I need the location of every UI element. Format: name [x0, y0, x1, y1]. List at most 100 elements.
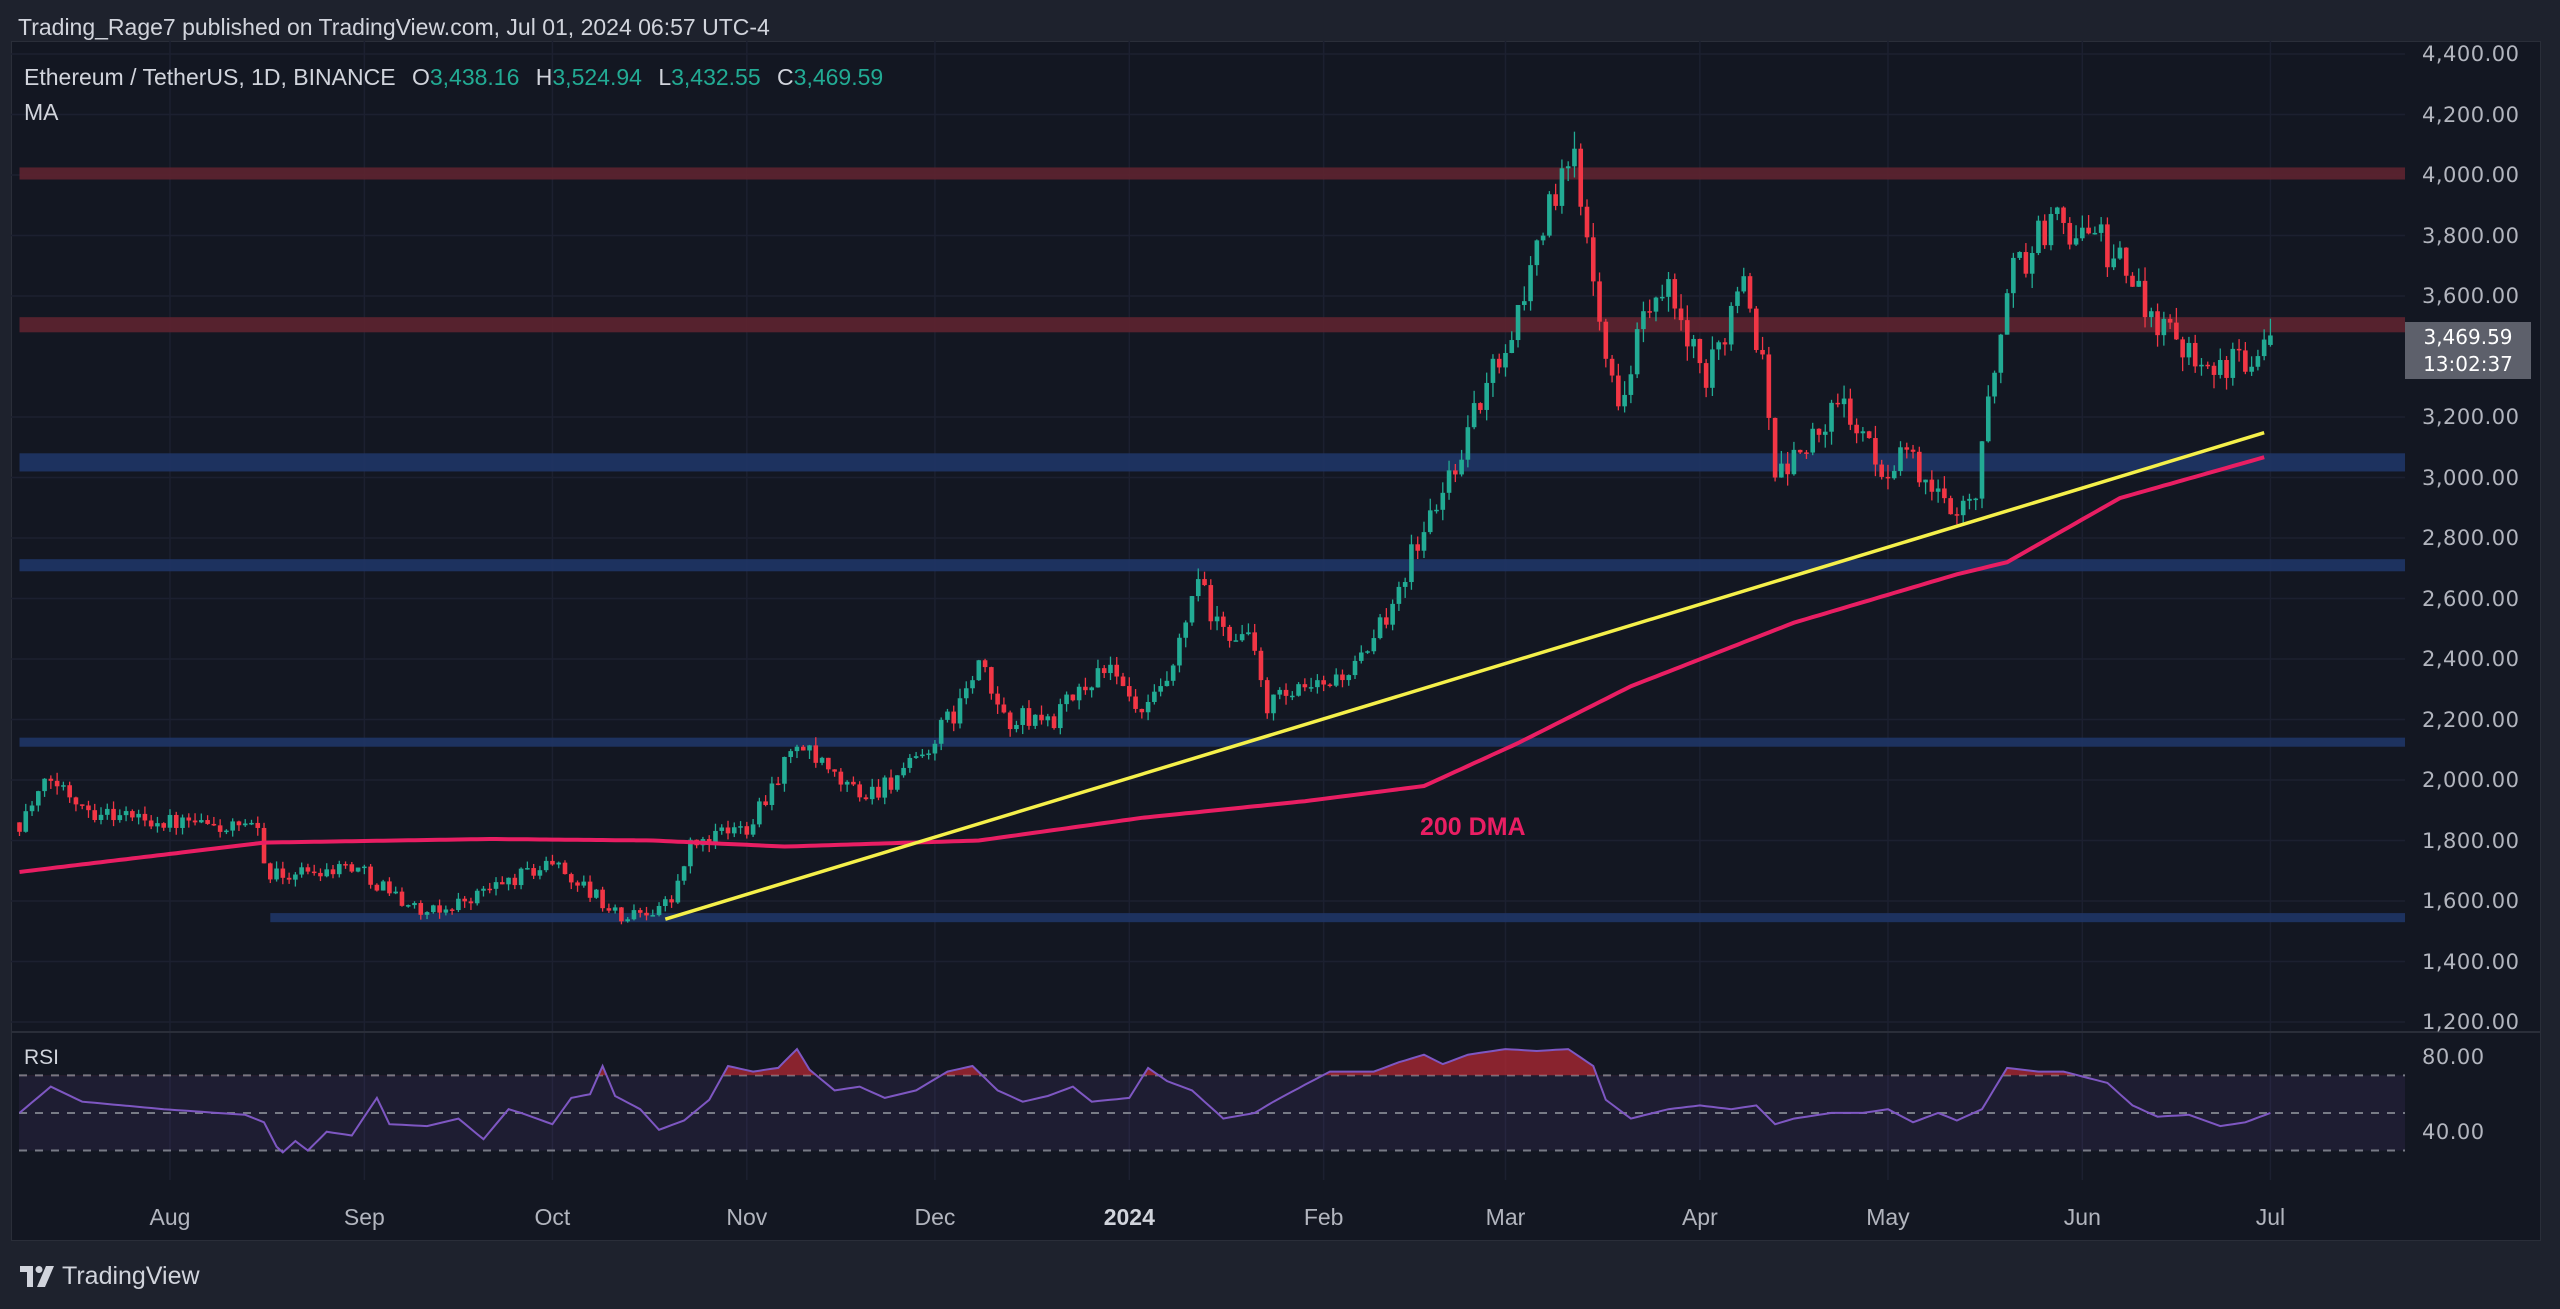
price-tick-label: 3,200.00	[2422, 405, 2520, 429]
candle-up	[1522, 301, 1527, 305]
candle-up	[913, 756, 919, 758]
candle-up	[180, 817, 185, 828]
candle-up	[443, 909, 449, 913]
candle-down	[54, 780, 60, 787]
candle-up	[293, 874, 298, 880]
price-tick-label: 1,400.00	[2422, 949, 2520, 974]
candle-up	[1628, 374, 1634, 395]
candle-up	[405, 905, 411, 907]
candle-down	[1703, 363, 1709, 388]
candle-up	[1728, 305, 1734, 345]
candle-up	[412, 903, 417, 906]
time-tick-label: Jun	[2063, 1204, 2101, 1230]
ma-indicator-label[interactable]: MA	[24, 99, 59, 125]
candle-up	[688, 839, 693, 867]
candle-up	[2161, 318, 2167, 336]
candle-up	[224, 830, 229, 833]
candle-down	[1866, 431, 1872, 439]
time-tick-label: Mar	[1485, 1204, 1526, 1230]
candle-down	[17, 822, 22, 832]
candle-up	[1390, 603, 1395, 625]
candle-up	[525, 868, 530, 870]
candle-down	[1929, 479, 1935, 492]
candle-up	[1214, 616, 1220, 622]
candle-down	[1415, 544, 1421, 551]
candle-down	[744, 826, 750, 835]
candle-down	[863, 797, 869, 800]
candle-up	[543, 860, 549, 871]
candle-down	[512, 877, 518, 886]
price-tick-label: 1,200.00	[2422, 1010, 2520, 1034]
candle-up	[1108, 664, 1113, 674]
candle-up	[1346, 675, 1352, 681]
candle-down	[838, 771, 844, 785]
candle-up	[36, 791, 41, 806]
candle-up	[1352, 660, 1358, 676]
candle-up	[1791, 449, 1797, 475]
candle-down	[2192, 342, 2198, 367]
candle-up	[493, 882, 499, 889]
candle-down	[161, 823, 167, 828]
symbol-name: Ethereum / TetherUS, 1D, BINANCE	[24, 64, 396, 90]
candle-down	[437, 905, 442, 913]
candle-up	[1898, 447, 1903, 471]
candle-down	[1553, 194, 1558, 206]
candle-up	[932, 743, 938, 754]
candle-down	[1747, 276, 1753, 309]
candle-up	[1402, 582, 1408, 587]
candle-up	[1396, 586, 1402, 604]
candle-up	[1622, 394, 1627, 407]
high-label: H	[535, 64, 553, 90]
candle-up	[1020, 708, 1025, 725]
candle-down	[619, 907, 624, 922]
candle-down	[1327, 684, 1333, 687]
candle-down	[775, 783, 781, 785]
candle-up	[1465, 427, 1471, 460]
tradingview-brand[interactable]: TradingView	[20, 1262, 200, 1291]
support-zone	[19, 737, 2405, 747]
last-price: 3,469.59	[2423, 325, 2513, 349]
candle-up	[1973, 498, 1979, 501]
chart-frame[interactable]	[11, 41, 2541, 1241]
candle-down	[1478, 403, 1483, 410]
candle-up	[1177, 637, 1182, 666]
rsi-pane	[18, 1047, 2405, 1154]
symbol-legend[interactable]: Ethereum / TetherUS, 1D, BINANCE O3,438.…	[24, 64, 883, 91]
candle-down	[286, 877, 292, 880]
candle-down	[268, 863, 273, 880]
candle-down	[1139, 708, 1145, 713]
candle-down	[462, 898, 467, 902]
candle-up	[474, 890, 480, 904]
resistance-zone	[19, 317, 2405, 333]
candle-up	[738, 826, 743, 828]
candle-down	[280, 868, 286, 878]
candle-down	[186, 817, 192, 821]
candle-up	[1333, 674, 1339, 686]
candle-up	[713, 830, 718, 845]
candle-up	[2186, 342, 2192, 358]
candle-up	[230, 821, 235, 831]
candle-up	[1183, 622, 1189, 638]
candle-up	[2111, 258, 2116, 268]
candle-down	[1816, 428, 1822, 435]
time-tick-label: Feb	[1303, 1204, 1344, 1230]
candle-down	[2061, 207, 2066, 223]
candle-up	[1653, 297, 1659, 312]
candle-down	[449, 909, 455, 911]
candle-down	[1007, 712, 1013, 730]
candle-down	[1917, 451, 1922, 483]
candle-down	[305, 867, 311, 872]
candle-up	[336, 864, 342, 875]
candle-up	[136, 813, 141, 818]
candle-down	[1001, 704, 1007, 713]
candle-down	[1785, 463, 1790, 475]
price-tick-label: 1,800.00	[2422, 828, 2520, 853]
candle-down	[1904, 447, 1910, 450]
rsi-label[interactable]: RSI	[24, 1046, 60, 1069]
close-value: 3,469.59	[793, 64, 884, 90]
candle-up	[98, 814, 104, 820]
candle-down	[1954, 514, 1960, 516]
candle-up	[1459, 459, 1464, 475]
candle-down	[217, 825, 223, 832]
